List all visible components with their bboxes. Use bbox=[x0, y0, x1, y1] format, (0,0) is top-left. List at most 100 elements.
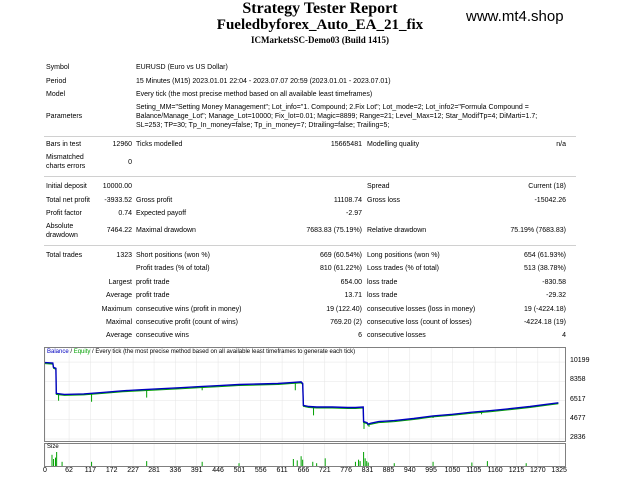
maximal-label: Maximal bbox=[105, 319, 132, 326]
total-trades-label: Total trades bbox=[46, 252, 83, 259]
max-cons-losses-value: 19 (-4224.18) bbox=[523, 306, 566, 313]
y-tick-label: 8358 bbox=[570, 376, 586, 384]
x-tick-label: 776 bbox=[340, 467, 352, 474]
balance-chart-plot bbox=[45, 348, 565, 441]
largest-loss-value: -830.58 bbox=[542, 279, 566, 286]
largest-loss-label: loss trade bbox=[367, 279, 398, 286]
avg-cons-wins-value: 6 bbox=[358, 332, 362, 339]
maximum-label: Maximum bbox=[101, 306, 132, 313]
average-profit-label: profit trade bbox=[136, 292, 170, 299]
period-label: Period bbox=[46, 78, 67, 85]
legend-separator: / bbox=[68, 349, 74, 355]
balance-line bbox=[45, 361, 559, 426]
y-tick-label: 10199 bbox=[570, 357, 590, 365]
mismatch-label-2: charts errors bbox=[46, 163, 86, 170]
x-tick-label: 62 bbox=[65, 467, 73, 474]
quality-value: n/a bbox=[556, 141, 566, 148]
model-value: Every tick (the most precise method base… bbox=[136, 91, 373, 98]
average-loss-value: -29.32 bbox=[546, 292, 566, 299]
parameters-label: Parameters bbox=[46, 113, 83, 120]
x-tick-label: 1160 bbox=[487, 467, 503, 474]
y-tick-label: 2836 bbox=[570, 434, 586, 441]
x-tick-label: 227 bbox=[127, 467, 139, 474]
loss-trades-label: Loss trades (% of total) bbox=[367, 265, 439, 272]
gross-loss-label: Gross loss bbox=[367, 197, 401, 204]
x-tick-label: 446 bbox=[212, 467, 224, 474]
profit-trades-label: Profit trades (% of total) bbox=[136, 265, 210, 272]
long-positions-label: Long positions (won %) bbox=[367, 252, 440, 259]
ticks-label: Ticks modelled bbox=[136, 141, 183, 148]
x-tick-label: 0 bbox=[43, 467, 47, 474]
divider bbox=[44, 245, 576, 246]
report-title: Strategy Tester Report bbox=[242, 0, 398, 17]
short-positions-label: Short positions (won %) bbox=[136, 252, 210, 259]
parameters-value: Seting_MM="Setting Money Management"; Lo… bbox=[136, 104, 538, 129]
relative-drawdown-value: 75.19% (7683.83) bbox=[510, 227, 566, 234]
x-tick-label: 556 bbox=[254, 467, 267, 474]
x-tick-label: 611 bbox=[276, 467, 288, 474]
maximal-cons-loss-value: -4224.18 (19) bbox=[523, 319, 566, 326]
profit-trades-value: 810 (61.22%) bbox=[319, 265, 362, 272]
symbol-label: Symbol bbox=[46, 64, 70, 71]
divider bbox=[44, 176, 576, 177]
largest-profit-label: profit trade bbox=[136, 279, 170, 286]
maximal-cons-profit-value: 769.20 (2) bbox=[330, 319, 362, 326]
size-label: Size bbox=[47, 444, 59, 450]
maximal-cons-loss-label: consecutive loss (count of losses) bbox=[367, 319, 472, 326]
gross-profit-value: 11108.74 bbox=[333, 197, 362, 204]
profit-factor-label: Profit factor bbox=[46, 210, 82, 217]
spread-label: Spread bbox=[367, 183, 390, 190]
avg-cons-losses-value: 4 bbox=[562, 332, 566, 339]
chart-legend: Balance / Equity / Every tick (the most … bbox=[47, 348, 355, 356]
bars-label: Bars in test bbox=[46, 141, 82, 148]
size-chart: Size bbox=[44, 443, 566, 467]
absolute-drawdown-label: Absolute bbox=[46, 223, 74, 230]
legend-equity: Equity bbox=[73, 349, 91, 355]
net-profit-value: -3933.52 bbox=[104, 197, 132, 204]
legend-description: / Every tick (the most precise method ba… bbox=[90, 349, 356, 355]
maximal-drawdown-label: Maximal drawdown bbox=[136, 227, 196, 234]
x-tick-label: 666 bbox=[297, 467, 310, 474]
server-build: ICMarketsSC-Demo03 (Build 1415) bbox=[251, 35, 389, 45]
ticks-value: 15665481 bbox=[330, 141, 362, 148]
relative-drawdown-label: Relative drawdown bbox=[367, 227, 427, 234]
gross-profit-label: Gross profit bbox=[136, 197, 173, 204]
x-tick-label: 1050 bbox=[444, 467, 461, 474]
x-tick-label: 1325 bbox=[551, 467, 567, 474]
y-tick-label: 4677 bbox=[570, 414, 586, 422]
mismatch-label: Mismatched bbox=[46, 154, 84, 161]
expected-payoff-value: -2.97 bbox=[346, 210, 362, 217]
maximal-cons-profit-label: consecutive profit (count of wins) bbox=[136, 319, 238, 326]
x-tick-label: 831 bbox=[361, 467, 374, 474]
profit-factor-value: 0.74 bbox=[118, 210, 132, 217]
average-label: Average bbox=[106, 292, 132, 299]
x-tick-label: 1270 bbox=[530, 467, 546, 474]
y-tick-label: 6517 bbox=[570, 395, 586, 403]
max-cons-losses-label: consecutive losses (loss in money) bbox=[367, 306, 476, 313]
x-tick-label: 995 bbox=[425, 467, 437, 474]
short-positions-value: 669 (60.54%) bbox=[319, 252, 362, 259]
avg-cons-losses-label: consecutive losses bbox=[367, 332, 426, 339]
divider bbox=[44, 136, 576, 137]
size-chart-plot bbox=[45, 444, 560, 466]
ea-name: Fueledbyforex_Auto_EA_21_fix bbox=[216, 17, 424, 33]
x-tick-label: 336 bbox=[169, 467, 182, 474]
x-tick-label: 940 bbox=[403, 467, 416, 474]
gross-loss-value: -15042.26 bbox=[534, 197, 566, 204]
expected-payoff-label: Expected payoff bbox=[136, 210, 187, 217]
x-tick-label: 501 bbox=[233, 467, 246, 474]
avg-cons-wins-label: consecutive wins bbox=[136, 332, 189, 339]
initial-deposit-label: Initial deposit bbox=[46, 183, 87, 190]
report-header: Strategy Tester Report Fueledbyforex_Aut… bbox=[0, 0, 640, 48]
x-tick-label: 391 bbox=[190, 467, 203, 474]
symbol-value: EURUSD (Euro vs US Dollar) bbox=[136, 64, 228, 71]
absolute-drawdown-label-2: drawdown bbox=[46, 232, 78, 239]
equity-line bbox=[45, 363, 559, 426]
maximal-drawdown-value: 7683.83 (75.19%) bbox=[306, 227, 362, 234]
long-positions-value: 654 (61.93%) bbox=[523, 252, 566, 259]
x-tick-label: 281 bbox=[148, 467, 160, 474]
average-loss-label: loss trade bbox=[367, 292, 398, 299]
legend-balance: Balance bbox=[47, 349, 69, 355]
spread-value: Current (18) bbox=[528, 183, 566, 190]
